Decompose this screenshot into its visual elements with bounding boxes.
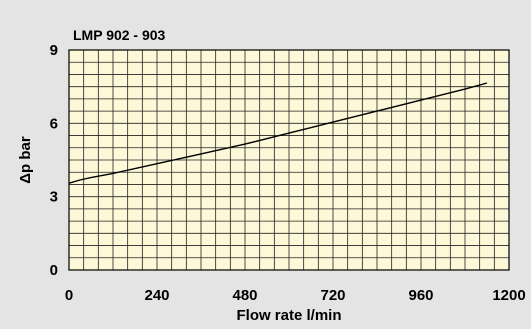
series-line [68, 82, 488, 184]
x-tick-label: 480 [232, 287, 257, 304]
x-tick-label: 0 [65, 287, 73, 304]
x-tick-label: 720 [320, 287, 345, 304]
x-tick-labels: 0 240 480 720 960 1200 [65, 287, 526, 304]
chart-title: LMP 902 - 903 [73, 27, 166, 43]
y-tick-label: 6 [50, 115, 58, 132]
x-tick-label: 1200 [492, 287, 525, 304]
x-tick-label: 240 [144, 287, 169, 304]
y-tick-label: 9 [50, 42, 58, 59]
plot-frame [68, 49, 510, 271]
x-axis-label: Flow rate l/min [236, 307, 341, 324]
x-tick-label: 960 [408, 287, 433, 304]
y-tick-label: 3 [50, 189, 58, 206]
y-tick-label: 0 [50, 262, 58, 279]
grid-lines [68, 49, 510, 271]
data-series [68, 82, 488, 184]
y-tick-labels: 0 3 6 9 [50, 42, 58, 279]
y-axis-label: Δp bar [17, 136, 34, 184]
